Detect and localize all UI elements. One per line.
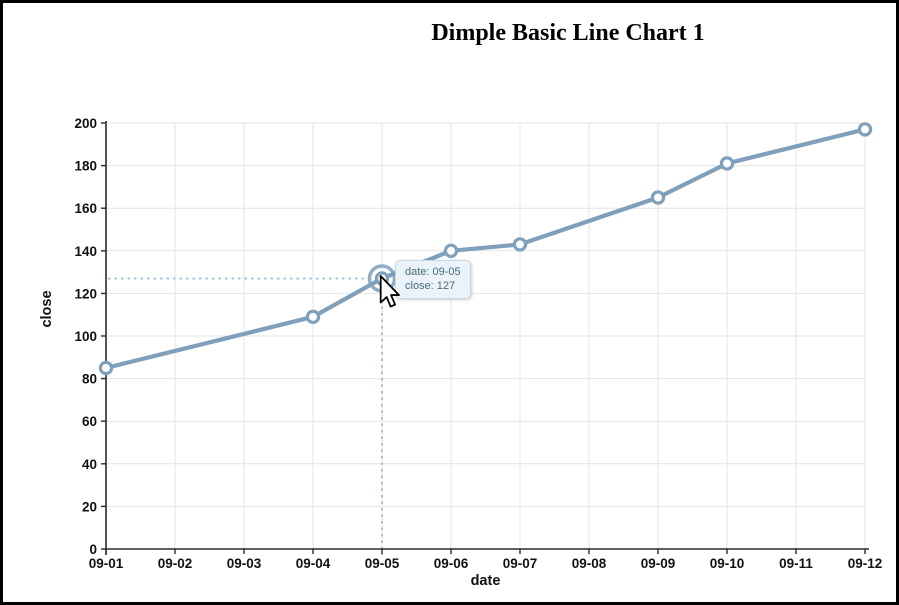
y-tick-label: 0 — [89, 542, 97, 557]
data-line — [103, 127, 868, 371]
x-axis-title: date — [471, 573, 501, 589]
x-tick-label: 09-03 — [227, 556, 262, 571]
x-tick-label: 09-05 — [365, 556, 400, 571]
tooltip-date-line: date: 09-05 — [405, 266, 461, 279]
y-tick-label: 140 — [74, 244, 97, 259]
y-tick-label: 180 — [74, 159, 97, 174]
x-tick-label: 09-11 — [779, 556, 813, 571]
data-point-09-07[interactable] — [512, 237, 528, 252]
y-tick-label: 100 — [74, 329, 97, 344]
y-tick-label: 20 — [82, 499, 97, 514]
x-tick-label: 09-07 — [503, 556, 538, 571]
x-tick-label: 09-08 — [572, 556, 607, 571]
y-tick-label: 160 — [74, 201, 97, 216]
x-tick-label: 09-12 — [848, 556, 883, 571]
line-chart-canvas: 09-01 09-02 09-03 09-04 09-05 09-06 09-07 09-08… — [39, 116, 883, 589]
tooltip-close-line: close: 127 — [405, 280, 456, 293]
chart-title: Dimple Basic Line Chart 1 — [431, 20, 705, 46]
data-point-09-10[interactable] — [719, 156, 735, 171]
data-point-09-05[interactable] — [374, 271, 390, 286]
data-point-09-12[interactable] — [857, 122, 873, 137]
y-axis-title: close — [39, 290, 55, 327]
x-tick-label: 09-04 — [296, 556, 331, 571]
data-point-09-04[interactable] — [305, 309, 321, 325]
x-tick-label: 09-10 — [710, 556, 745, 571]
y-tick-label: 60 — [82, 414, 97, 429]
data-point-09-06[interactable] — [443, 243, 459, 258]
y-tick-label: 200 — [74, 116, 97, 131]
x-tick-label: 09-09 — [641, 556, 676, 571]
x-tick-label: 09-06 — [434, 556, 469, 571]
y-tick-label: 120 — [74, 286, 97, 301]
x-tick-label: 09-01 — [89, 556, 124, 571]
y-tick-label: 80 — [82, 372, 97, 387]
data-point-09-09[interactable] — [650, 190, 666, 205]
y-tick-label: 40 — [82, 457, 97, 472]
x-tick-label: 09-02 — [158, 556, 193, 571]
tooltip: date: 09-05 close: 127 — [395, 260, 471, 300]
data-point-09-01[interactable] — [98, 360, 114, 376]
